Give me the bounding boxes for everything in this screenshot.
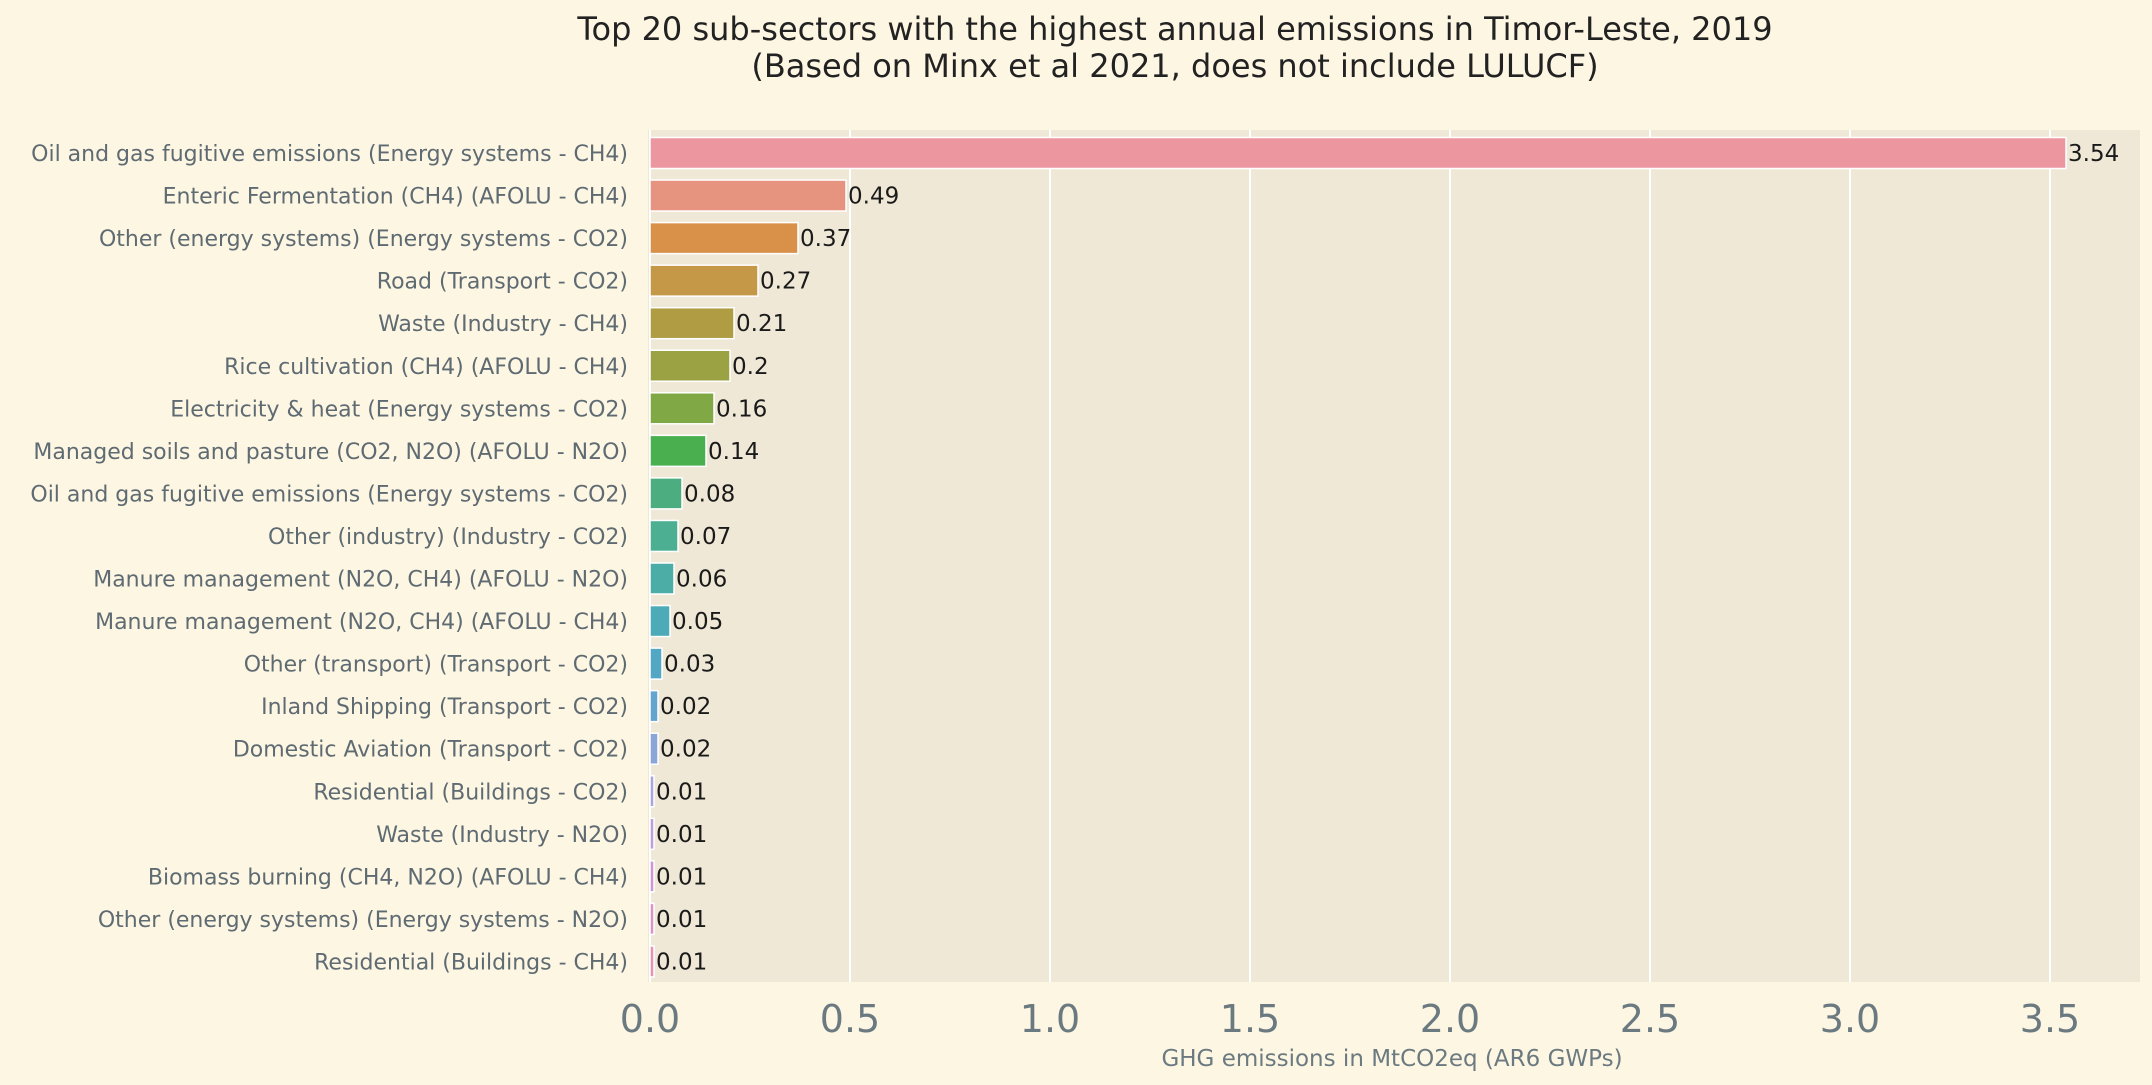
bar: [649, 519, 679, 553]
category-label: Managed soils and pasture (CO2, N2O) (AF…: [33, 440, 628, 465]
data-label: 0.14: [708, 439, 759, 465]
gridlines: [649, 130, 2051, 982]
bar: [649, 264, 759, 297]
bar: [649, 604, 671, 638]
bar: [649, 136, 2067, 170]
bar: [649, 306, 735, 340]
x-tick-labels: 0.0 0.5 1.0 1.5 2.0 2.5 3.0 3.5: [620, 997, 2080, 1041]
category-label: Other (transport) (Transport - CO2): [244, 653, 628, 678]
x-tick-label: 0.5: [820, 997, 880, 1041]
category-label: Biomass burning (CH4, N2O) (AFOLU - CH4): [148, 865, 628, 890]
data-label: 0.27: [760, 269, 811, 295]
bar: [649, 775, 655, 808]
category-label: Rice cultivation (CH4) (AFOLU - CH4): [224, 355, 628, 380]
category-label: Manure management (N2O, CH4) (AFOLU - N2…: [93, 568, 628, 593]
category-label: Oil and gas fugitive emissions (Energy s…: [31, 142, 628, 167]
x-tick-label: 1.5: [1220, 997, 1280, 1041]
chart-title: Top 20 sub-sectors with the highest annu…: [576, 10, 1772, 48]
data-label: 0.03: [664, 652, 715, 678]
category-label: Waste (Industry - N2O): [376, 823, 628, 848]
data-label: 0.49: [848, 184, 899, 210]
bar: [649, 434, 707, 468]
bar: [649, 945, 655, 978]
data-label: 0.06: [676, 567, 727, 593]
data-label: 0.16: [716, 396, 767, 422]
category-label: Inland Shipping (Transport - CO2): [261, 695, 628, 720]
x-tick-label: 3.0: [1820, 997, 1880, 1041]
bar: [649, 221, 799, 255]
chart-subtitle: (Based on Minx et al 2021, does not incl…: [751, 47, 1598, 85]
x-tick-label: 0.0: [620, 997, 680, 1041]
bar: [649, 179, 847, 212]
bar: [649, 392, 715, 425]
x-tick-label: 2.5: [1620, 997, 1680, 1041]
bar: [649, 562, 675, 595]
x-axis-label: GHG emissions in MtCO2eq (AR6 GWPs): [1161, 1046, 1622, 1072]
bar: [649, 349, 731, 382]
data-label: 0.01: [656, 949, 707, 975]
bar: [649, 817, 655, 851]
bar: [649, 477, 683, 510]
category-label: Road (Transport - CO2): [377, 270, 628, 295]
category-label: Oil and gas fugitive emissions (Energy s…: [30, 482, 628, 507]
bar: [649, 647, 663, 680]
data-label: 0.21: [736, 311, 787, 337]
category-label: Manure management (N2O, CH4) (AFOLU - CH…: [95, 610, 628, 635]
data-label: 0.01: [656, 864, 707, 890]
data-label: 0.02: [660, 737, 711, 763]
x-tick-label: 3.5: [2020, 997, 2080, 1041]
category-label: Enteric Fermentation (CH4) (AFOLU - CH4): [163, 185, 628, 210]
data-label: 0.08: [684, 481, 735, 507]
category-label: Other (energy systems) (Energy systems -…: [99, 227, 628, 252]
x-tick-label: 1.0: [1020, 997, 1080, 1041]
data-label: 0.01: [656, 779, 707, 805]
data-label: 0.2: [732, 354, 769, 380]
x-tick-label: 2.0: [1420, 997, 1480, 1041]
data-labels: 3.54 0.49 0.37 0.27 0.21 0.2 0.16 0.14 0.08 0.07 0…: [656, 141, 2119, 975]
category-labels: Oil and gas fugitive emissions (Energy s…: [30, 142, 628, 975]
category-label: Domestic Aviation (Transport - CO2): [233, 738, 628, 763]
bar: [649, 732, 659, 765]
bar: [649, 860, 655, 893]
bar: [649, 689, 659, 723]
category-label: Waste (Industry - CH4): [378, 312, 628, 337]
category-label: Residential (Buildings - CH4): [314, 950, 628, 975]
data-label: 0.01: [656, 907, 707, 933]
category-label: Electricity & heat (Energy systems - CO2…: [170, 397, 628, 422]
category-label: Other (energy systems) (Energy systems -…: [98, 908, 628, 933]
data-label: 0.05: [672, 609, 723, 635]
data-label: 0.02: [660, 694, 711, 720]
category-label: Residential (Buildings - CO2): [313, 780, 628, 805]
category-label: Other (industry) (Industry - CO2): [268, 525, 628, 550]
bars: [649, 136, 2067, 978]
plot-background: [648, 130, 2140, 982]
data-label: 0.07: [680, 524, 731, 550]
data-label: 3.54: [2068, 141, 2119, 167]
data-label: 0.37: [800, 226, 851, 252]
data-label: 0.01: [656, 822, 707, 848]
bar: [649, 902, 655, 936]
